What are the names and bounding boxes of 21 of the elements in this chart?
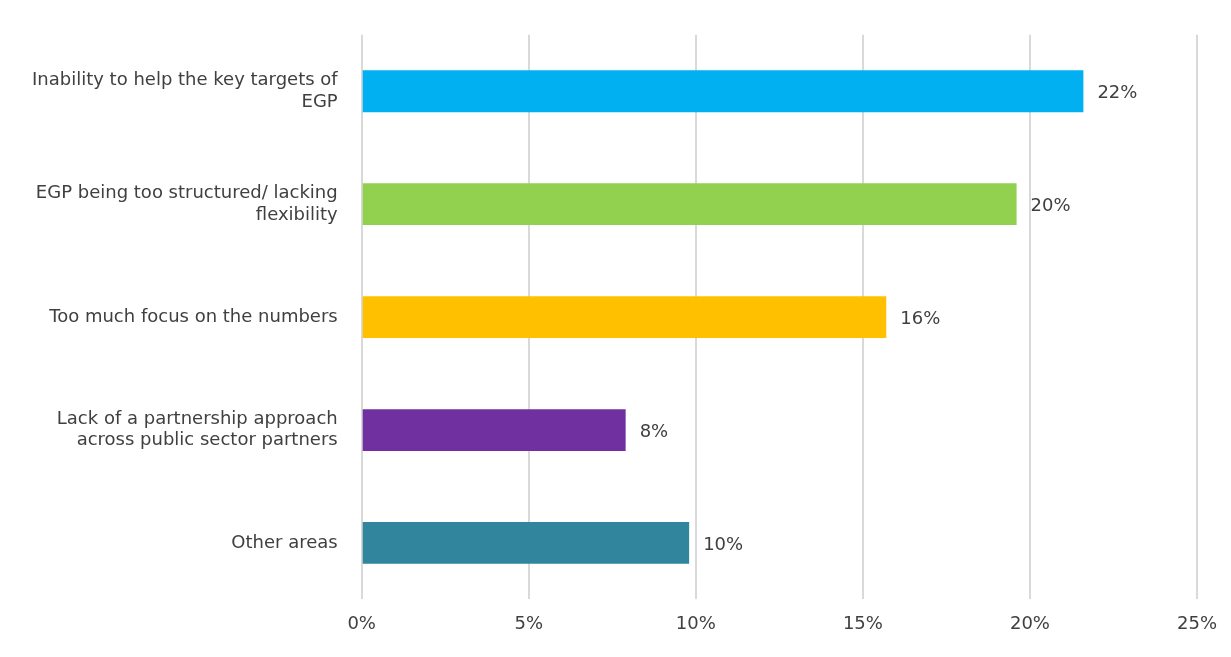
y-tick-label: Lack of a partnership approach across public sector partners <box>56 406 338 450</box>
y-tick-label: Other areas <box>231 530 338 552</box>
bar <box>362 70 1084 113</box>
y-tick-label: EGP being too structured/ lacking flexibility <box>35 181 339 224</box>
y-tick-label: Too much focus on the numbers <box>48 304 338 326</box>
data-label: 10% <box>703 532 744 554</box>
bar <box>362 409 626 451</box>
x-tick-label: 5% <box>514 611 544 633</box>
data-label: 22% <box>1097 80 1138 102</box>
y-tick-label: Inability to help the key targets of EGP <box>32 68 339 111</box>
x-tick-label: 10% <box>675 611 716 633</box>
x-tick-label: 15% <box>842 611 883 633</box>
data-label: 8% <box>639 419 669 441</box>
x-tick-label: 25% <box>1176 611 1217 633</box>
x-tick-label: 20% <box>1009 611 1050 633</box>
bar <box>362 183 1017 226</box>
bar <box>362 296 887 338</box>
data-label: 20% <box>1030 193 1071 215</box>
x-tick-label: 0% <box>347 611 376 633</box>
data-label: 16% <box>900 306 941 328</box>
bar <box>362 522 690 564</box>
